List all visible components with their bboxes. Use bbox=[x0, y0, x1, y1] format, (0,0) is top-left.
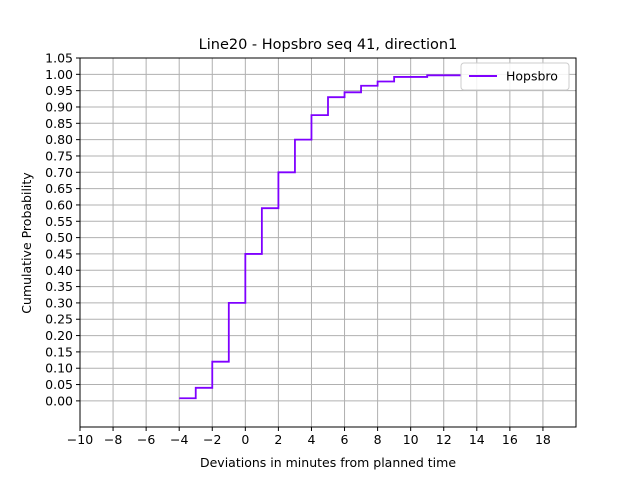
x-tick-label: 12 bbox=[436, 432, 452, 447]
x-tick-label: −4 bbox=[170, 432, 188, 447]
y-tick-label: 0.75 bbox=[45, 148, 73, 163]
y-tick-label: 0.90 bbox=[45, 99, 73, 114]
y-tick-label: 0.40 bbox=[45, 263, 73, 278]
y-tick-label: 0.00 bbox=[45, 393, 73, 408]
y-tick-label: 0.20 bbox=[45, 328, 73, 343]
y-tick-label: 1.05 bbox=[45, 51, 73, 66]
x-tick-label: 4 bbox=[307, 432, 315, 447]
plot-area-frame bbox=[79, 57, 577, 428]
series-layer bbox=[179, 74, 462, 400]
y-tick-label: 0.60 bbox=[45, 197, 73, 212]
x-tick-label: −6 bbox=[137, 432, 155, 447]
x-tick-label: 16 bbox=[502, 432, 518, 447]
legend-box bbox=[460, 62, 570, 91]
y-tick-label: 0.95 bbox=[45, 83, 73, 98]
x-tick-label: 2 bbox=[274, 432, 282, 447]
x-tick-label: −10 bbox=[67, 432, 93, 447]
x-tick-label: 18 bbox=[535, 432, 551, 447]
y-tick-label: 0.65 bbox=[45, 181, 73, 196]
y-tick-label: 0.80 bbox=[45, 132, 73, 147]
y-tick-label: 0.30 bbox=[45, 295, 73, 310]
chart-title: Line20 - Hopsbro seq 41, direction1 bbox=[199, 37, 458, 53]
x-tick-label: 0 bbox=[241, 432, 249, 447]
y-axis-label: Cumulative Probability bbox=[19, 172, 34, 314]
y-tick-label: 1.00 bbox=[45, 67, 73, 82]
y-tick-label: 0.55 bbox=[45, 214, 73, 229]
y-tick-label: 0.15 bbox=[45, 344, 73, 359]
y-tick-label: 0.25 bbox=[45, 312, 73, 327]
legend-label-hopsbro: Hopsbro bbox=[506, 69, 558, 84]
x-axis-ticks: −10 −8 −6 −4 −2 0 2 4 6 8 10 12 14 16 18 bbox=[67, 427, 551, 447]
y-tick-label: 0.70 bbox=[45, 165, 73, 180]
x-tick-label: −2 bbox=[203, 432, 221, 447]
x-tick-label: 14 bbox=[469, 432, 485, 447]
y-tick-label: 0.85 bbox=[45, 116, 73, 131]
x-tick-label: 8 bbox=[374, 432, 382, 447]
series-line-hopsbro bbox=[179, 74, 462, 400]
y-tick-label: 0.50 bbox=[45, 230, 73, 245]
x-axis-label: Deviations in minutes from planned time bbox=[200, 455, 456, 470]
y-tick-label: 0.10 bbox=[45, 361, 73, 376]
x-tick-label: −8 bbox=[104, 432, 122, 447]
x-tick-label: 6 bbox=[341, 432, 349, 447]
x-tick-label: 10 bbox=[403, 432, 419, 447]
legend: Hopsbro bbox=[460, 62, 570, 91]
y-tick-label: 0.35 bbox=[45, 279, 73, 294]
y-tick-label: 0.05 bbox=[45, 377, 73, 392]
y-tick-label: 0.45 bbox=[45, 246, 73, 261]
y-axis-ticks: 0.000.050.10 0.150.200.25 0.300.350.40 0.45… bbox=[45, 51, 80, 408]
